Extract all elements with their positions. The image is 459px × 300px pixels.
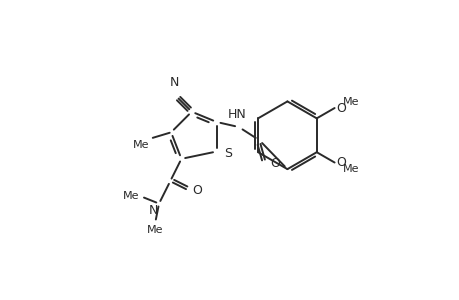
Text: Me: Me <box>132 140 149 150</box>
Text: O: O <box>336 156 345 169</box>
Text: O: O <box>192 184 202 197</box>
Text: Me: Me <box>342 164 358 174</box>
Text: HN: HN <box>228 108 246 121</box>
Text: O: O <box>336 101 345 115</box>
Text: Me: Me <box>123 191 140 202</box>
Text: S: S <box>224 147 232 160</box>
Text: O: O <box>270 157 280 170</box>
Text: N: N <box>148 205 158 218</box>
Text: Me: Me <box>342 97 358 106</box>
Text: Me: Me <box>147 225 163 235</box>
Text: N: N <box>169 76 179 89</box>
